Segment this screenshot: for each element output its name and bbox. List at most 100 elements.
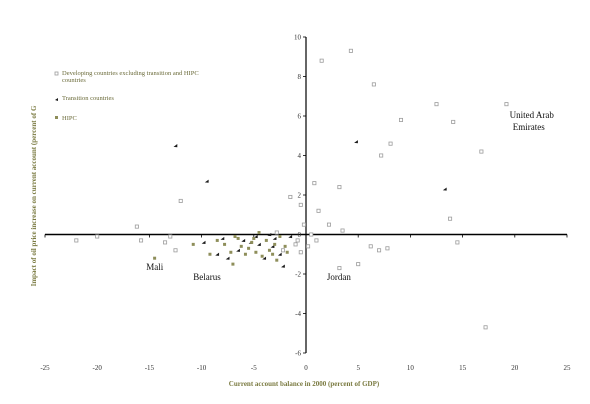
data-point [74,238,79,243]
data-point [257,242,261,246]
data-point [281,248,286,253]
data-point [168,234,173,239]
legend-marker-hipc [55,116,58,119]
data-point [215,252,220,256]
data-point [388,141,393,146]
data-point [252,236,256,240]
data-point [204,179,209,183]
data-point [314,238,319,243]
axes-layer [44,36,568,354]
data-point [233,234,237,238]
y-tick-label: -6 [295,350,301,358]
data-point [448,216,453,221]
data-point [442,187,447,191]
data-point [264,238,268,242]
data-point [262,256,267,260]
data-point [273,242,277,246]
annotation-label: Jordan [327,272,351,282]
annotation-label: Mali [146,262,163,272]
data-point [455,240,460,245]
data-point [134,224,139,229]
data-point [295,238,300,243]
data-point [225,256,230,260]
legend-label-transition: Transition countries [62,95,114,102]
data-point [236,236,240,240]
x-tick-label: 0 [304,364,308,372]
y-axis-title: Impact of oil price increase on current … [30,105,38,286]
y-tick-label: 2 [298,192,302,200]
annotation-label: Belarus [193,272,221,282]
data-point [288,194,293,199]
data-point [288,234,293,239]
y-tick-label: 4 [298,152,302,160]
data-point [326,222,331,227]
data-point [208,252,212,256]
legend-marker-transition [55,98,58,101]
data-point [215,238,219,242]
data-point [201,240,206,244]
y-tick-label: -2 [295,271,301,279]
data-point [153,256,157,260]
data-point [283,244,287,248]
data-point [281,264,285,268]
legend: Developing countries excluding transitio… [54,70,199,122]
y-tick-label: 10 [294,34,302,42]
data-point [278,234,282,238]
legend-label-hipc: HIPC [62,115,77,122]
annotation-label: Emirates [513,122,545,132]
legend-marker-developing [54,71,59,76]
data-point [275,258,279,262]
data-point [163,240,168,245]
y-tick-label: -4 [295,310,301,318]
data-point [241,238,246,243]
annotation-label: United Arab [510,110,555,120]
data-point [243,252,247,256]
series-hipc [153,231,289,266]
data-point [479,149,484,154]
data-point [504,102,509,107]
data-point [306,244,311,249]
data-point [354,140,358,144]
annotations: United Arab Emirates Mali Belarus Jordan [146,110,554,282]
data-point [277,252,282,256]
data-point [368,244,373,249]
data-point [231,262,235,266]
data-point [379,153,384,158]
data-point [178,198,183,203]
data-point [272,236,277,241]
data-point [301,222,306,227]
y-tick-label: 6 [298,113,302,121]
data-point [340,228,345,233]
data-point [337,266,342,271]
x-tick-label: 5 [356,364,360,372]
data-point [298,250,303,255]
series-transition [173,140,447,268]
x-tick-label: 10 [407,364,415,372]
data-point [271,252,275,256]
data-point [267,232,272,237]
data-point [173,144,178,148]
data-point [434,102,439,107]
data-point [377,248,382,253]
data-point [337,185,342,190]
data-point [239,244,243,248]
x-axis-title: Current account balance in 2000 (percent… [229,380,380,388]
legend-label-developing: Developing countries excluding transitio… [62,70,199,84]
data-point [451,119,456,124]
data-point [298,202,303,207]
data-point [247,246,251,250]
data-point [356,262,361,267]
data-point [229,250,233,254]
data-point [293,242,298,247]
x-tick-label: -25 [40,364,50,372]
x-tick-label: 25 [564,364,572,372]
data-point [312,181,317,186]
data-point [139,238,144,243]
series-developing [74,48,509,330]
data-point [399,117,404,122]
data-point [223,242,227,246]
x-tick-label: -15 [145,364,155,372]
data-point [316,208,321,213]
